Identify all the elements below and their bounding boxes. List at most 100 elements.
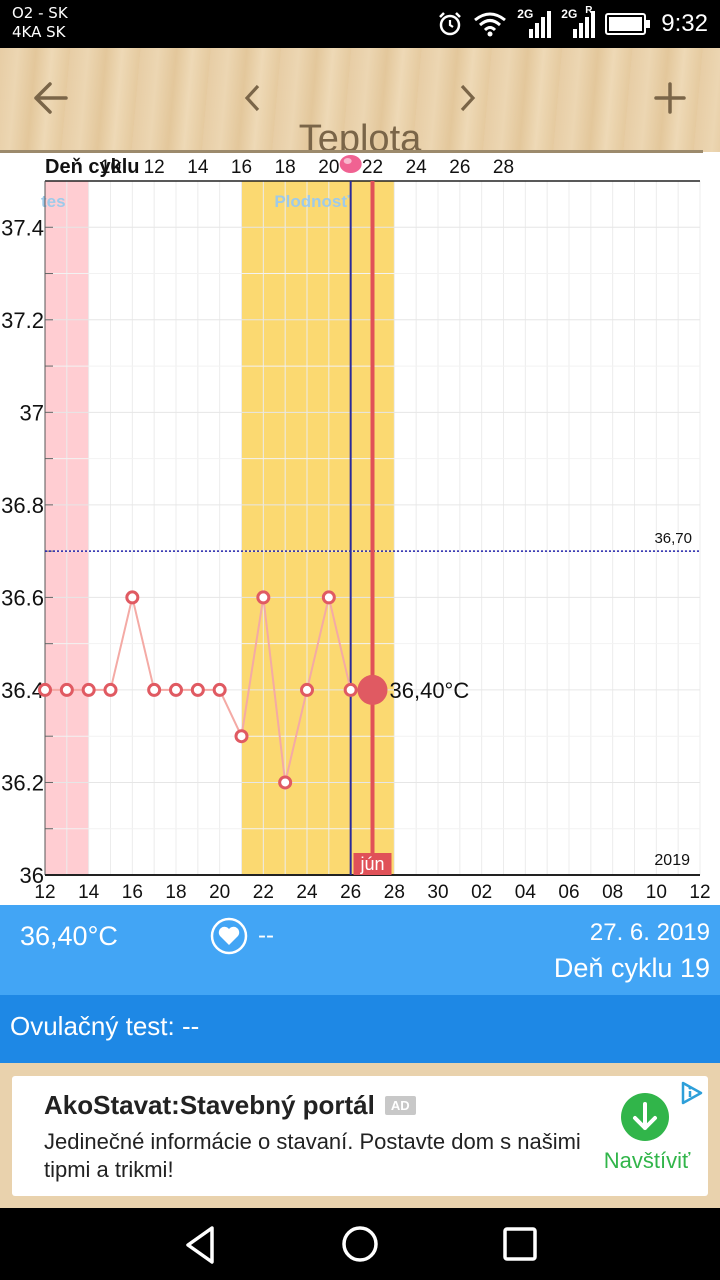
temperature-point[interactable]: [343, 682, 358, 697]
current-temperature-label: 36,40°C: [390, 678, 470, 703]
x-tick-label: 18: [165, 882, 186, 903]
y-tick-label: 36.4: [1, 678, 44, 703]
intercourse-indicator[interactable]: --: [210, 917, 274, 955]
ad-title[interactable]: AkoStavat:Stavebný portál: [44, 1090, 375, 1120]
ovulation-test-row[interactable]: Ovulačný test: --: [0, 995, 720, 1063]
clock: 9:32: [661, 10, 708, 37]
top-tick-label: 20: [318, 157, 339, 178]
top-tick-label: 26: [449, 157, 470, 178]
x-tick-label: 12: [34, 882, 55, 903]
temperature-point[interactable]: [125, 590, 140, 605]
chevron-right-icon: [460, 84, 476, 112]
month-label: jún: [359, 854, 384, 874]
top-tick-label: 16: [231, 157, 252, 178]
period-band-label: tes: [41, 192, 66, 211]
x-tick-label: 06: [558, 882, 579, 903]
ovulation-marker-shine: [343, 158, 352, 164]
fertile-band: [241, 181, 395, 875]
y-tick-label: 36.8: [1, 493, 44, 518]
temperature-line: [45, 597, 373, 783]
temperature-point[interactable]: [300, 682, 314, 697]
plus-icon: [654, 82, 686, 114]
network-type-1: 2G: [517, 7, 534, 21]
y-tick-label: 37: [20, 400, 44, 425]
day-info-panel[interactable]: 36,40°C -- 27. 6. 2019 Deň cyklu 19: [0, 905, 720, 995]
x-tick-label: 04: [515, 882, 537, 903]
circle-home-icon: [342, 1226, 378, 1262]
temperature-point[interactable]: [59, 682, 74, 697]
back-button[interactable]: [30, 78, 74, 122]
ad-title-row: AkoStavat:Stavebný portál AD: [44, 1090, 416, 1121]
app-bar-divider: [0, 150, 703, 153]
download-arrow-icon: [621, 1093, 669, 1141]
y-tick-label: 36.6: [1, 585, 44, 610]
adchoices-icon: [681, 1081, 703, 1105]
fertile-band-label: Plodnosť: [274, 192, 350, 211]
x-tick-label: 02: [471, 882, 492, 903]
signal-bars-icon: [529, 11, 552, 38]
temperature-point[interactable]: [278, 775, 293, 790]
carrier-info: O2 - SK 4KA SK: [12, 4, 68, 42]
temperature-point[interactable]: [169, 682, 183, 697]
ad-info-button[interactable]: [678, 1080, 704, 1106]
status-icons: 2G 2G R 9:32: [437, 5, 708, 42]
year-label: 2019: [654, 852, 690, 869]
carrier-line2: 4KA SK: [12, 23, 66, 41]
x-tick-label: 30: [427, 882, 448, 903]
temperature-point[interactable]: [234, 729, 249, 744]
ad-banner[interactable]: AkoStavat:Stavebný portál AD Jedinečné i…: [0, 1063, 720, 1208]
network-type-2: 2G: [561, 7, 578, 21]
square-recents-icon: [503, 1227, 537, 1261]
y-tick-label: 36: [20, 863, 44, 888]
temperature-point[interactable]: [38, 682, 52, 697]
signal-bars-icon: [573, 11, 596, 38]
triangle-back-icon: [186, 1226, 214, 1264]
x-tick-label: 20: [209, 882, 230, 903]
top-tick-label: 10: [100, 157, 121, 178]
temperature-point[interactable]: [103, 682, 118, 697]
temperature-point[interactable]: [190, 682, 205, 697]
app-bar: Teplota: [0, 48, 720, 160]
alarm-icon: [439, 12, 462, 36]
ovulation-marker: [339, 155, 362, 173]
x-tick-label: 16: [122, 882, 143, 903]
add-entry-button[interactable]: [650, 78, 694, 122]
battery-icon: [605, 13, 651, 35]
temperature-point[interactable]: [256, 590, 271, 605]
temperature-point[interactable]: [81, 682, 96, 697]
y-tick-label: 37.2: [1, 308, 44, 333]
nav-recents-button[interactable]: [497, 1221, 543, 1267]
temperature-point[interactable]: [212, 682, 227, 697]
selected-date: 27. 6. 2019: [589, 919, 710, 946]
x-tick-label: 10: [646, 882, 667, 903]
ad-cta-label: Navštíviť: [603, 1148, 691, 1173]
x-tick-label: 22: [253, 882, 274, 903]
top-tick-label: 22: [362, 157, 383, 178]
arrow-left-icon: [34, 82, 68, 114]
temperature-point[interactable]: [321, 590, 336, 605]
nav-home-button[interactable]: [337, 1221, 383, 1267]
temperature-point[interactable]: [147, 682, 162, 697]
x-tick-label: 14: [78, 882, 100, 903]
cycle-day: Deň cyklu 19: [553, 953, 710, 983]
y-tick-label: 36.2: [1, 770, 44, 795]
status-bar: O2 - SK 4KA SK 2G 2G R: [0, 0, 720, 48]
top-tick-label: 28: [493, 157, 514, 178]
x-tick-label: 26: [340, 882, 361, 903]
nav-back-button[interactable]: [178, 1222, 224, 1268]
x-tick-label: 12: [689, 882, 710, 903]
next-period-button[interactable]: [454, 82, 484, 118]
ad-badge: AD: [384, 1096, 416, 1115]
ad-card[interactable]: AkoStavat:Stavebný portál AD Jedinečné i…: [12, 1076, 708, 1196]
previous-period-button[interactable]: [240, 82, 270, 118]
ad-visit-button[interactable]: Navštíviť: [592, 1088, 702, 1188]
current-temperature-point[interactable]: [357, 674, 388, 705]
temperature-chart[interactable]: tes Plodnosť Deň cyklu 10 12 14 16 18 20 22 24 26 28…: [0, 153, 720, 905]
navigation-bar: [0, 1208, 720, 1280]
x-tick-label: 24: [296, 882, 318, 903]
intercourse-value: --: [258, 922, 274, 949]
ad-body: Jedinečné informácie o stavaní. Postavte…: [44, 1129, 581, 1182]
y-tick-label: 37.4: [1, 215, 44, 240]
top-tick-label: 12: [144, 157, 165, 178]
